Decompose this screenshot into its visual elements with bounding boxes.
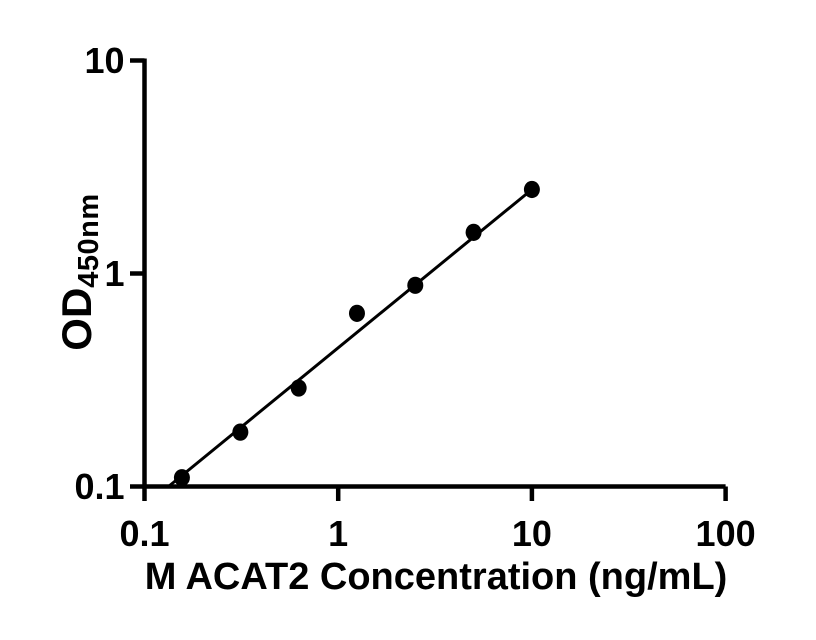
data-point [290, 379, 307, 397]
x-axis-tick-label: 10 [512, 513, 552, 554]
axes-spine [142, 58, 726, 489]
data-point [348, 304, 365, 322]
y-axis-tick-label: 10 [84, 40, 124, 81]
y-axis-title: OD450nm [50, 122, 105, 422]
data-point [407, 276, 424, 294]
data-point [232, 423, 249, 441]
data-point [523, 180, 540, 199]
x-axis-tick-label: 1 [328, 513, 348, 554]
y-axis-tick-label: 0.1 [74, 466, 124, 507]
x-axis-tick-label: 0.1 [119, 513, 169, 554]
y-axis-tick-label: 1 [104, 253, 124, 294]
y-axis-title-subscript: 450nm [73, 193, 105, 288]
x-axis-tick-label: 100 [696, 513, 756, 554]
data-point [465, 223, 482, 241]
y-axis-title-main: OD [53, 287, 100, 351]
data-point [173, 469, 190, 487]
x-axis-title: M ACAT2 Concentration (ng/mL) [144, 556, 728, 598]
